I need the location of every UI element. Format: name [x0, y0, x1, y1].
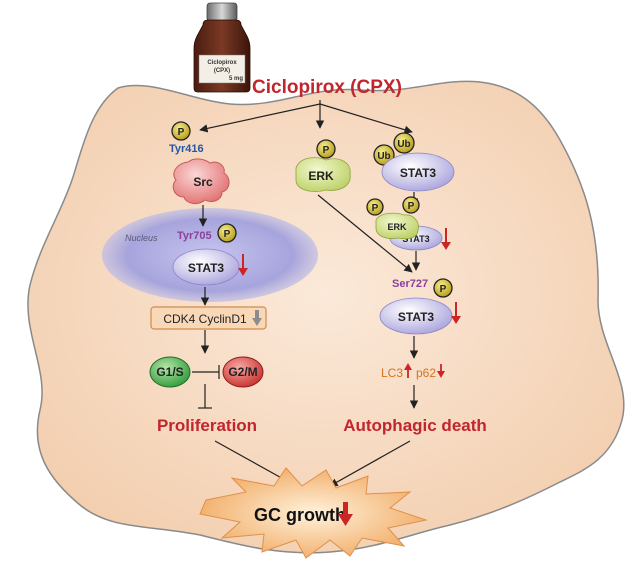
stat3-right-label: STAT3 — [398, 310, 435, 324]
ubiquitin-label: Ub — [377, 151, 390, 162]
phospho-complex-right: P — [402, 196, 420, 214]
bottle-label-line-2: (CPX) — [214, 68, 230, 74]
phospho-p-label: P — [224, 229, 231, 240]
down-arrow-icon — [338, 502, 353, 526]
complex-erk — [375, 212, 419, 240]
phospho-src: P — [171, 121, 191, 141]
cdk4-cyclind1-box — [150, 306, 267, 330]
down-arrow-icon — [238, 254, 248, 276]
inhibit-icon — [198, 384, 212, 409]
src-protein — [172, 158, 230, 205]
site-tyr705: Tyr705 — [177, 230, 212, 242]
phospho-p-label: P — [440, 284, 447, 295]
stat3-ub — [381, 152, 455, 192]
complex-erk-label: ERK — [387, 222, 407, 232]
cell-body — [27, 80, 625, 554]
phospho-p-label: P — [408, 201, 415, 212]
arrow-autophagy-to-growth — [329, 440, 411, 487]
ubiquitin-right: Ub — [393, 132, 415, 154]
phospho-p-icon — [402, 196, 420, 214]
burst-icon — [199, 467, 428, 559]
phospho-stat3-left: P — [217, 223, 237, 243]
down-arrow-icon — [437, 364, 445, 378]
phospho-p-label: P — [178, 127, 185, 138]
ubiquitin-icon — [393, 132, 415, 154]
marker-lc3: LC3 — [381, 366, 403, 380]
down-arrow-icon — [451, 302, 461, 324]
outcome-autophagic-death: Autophagic death — [343, 416, 487, 435]
phospho-complex-left: P — [366, 198, 384, 216]
g1s-label: G1/S — [156, 365, 183, 379]
phospho-p-icon — [366, 198, 384, 216]
phospho-p-icon — [433, 278, 453, 298]
site-ser727: Ser727 — [392, 278, 428, 290]
erk-middle-label: ERK — [308, 169, 334, 183]
g2m-label: G2/M — [228, 365, 257, 379]
complex-stat3-label: STAT3 — [402, 234, 429, 244]
down-arrow-icon — [441, 228, 451, 250]
arrow-erk-to-stat3-ser727 — [317, 194, 413, 273]
phospho-p-icon — [217, 223, 237, 243]
phospho-stat3-right: P — [433, 278, 453, 298]
cdk4-cyclind1-label: CDK4 CyclinD1 — [163, 312, 247, 326]
inhibit-icon — [192, 365, 220, 379]
bottle-label-line-1: Ciclopirox — [207, 60, 237, 66]
phospho-erk: P — [316, 139, 336, 159]
phospho-p-label: P — [323, 145, 330, 156]
bottle-label-line-3: 5 mg — [229, 76, 243, 82]
phospho-p-icon — [171, 121, 191, 141]
up-arrow-icon — [404, 363, 412, 378]
drug-title: Ciclopirox (CPX) — [252, 77, 402, 98]
down-arrow-icon — [252, 310, 262, 326]
stat3-left-label: STAT3 — [188, 261, 225, 275]
bottle-icon: Ciclopirox (CPX) 5 mg — [193, 2, 251, 93]
stat3-left — [172, 248, 240, 286]
stat3-ub-label: STAT3 — [400, 166, 437, 180]
marker-p62: p62 — [416, 366, 436, 380]
g1s-node — [149, 356, 191, 388]
src-label: Src — [193, 175, 213, 189]
outcome-proliferation: Proliferation — [157, 416, 257, 435]
site-tyr416: Tyr416 — [169, 143, 204, 155]
g2m-node — [222, 356, 264, 388]
phospho-p-label: P — [372, 203, 379, 214]
ubiquitin-label: Ub — [397, 139, 410, 150]
final-outcome-gc-growth: GC growth — [254, 505, 346, 525]
erk-middle — [295, 157, 351, 192]
nucleus-label: Nucleus — [125, 233, 158, 243]
top-branch-arrows — [199, 100, 413, 134]
phospho-p-icon — [316, 139, 336, 159]
